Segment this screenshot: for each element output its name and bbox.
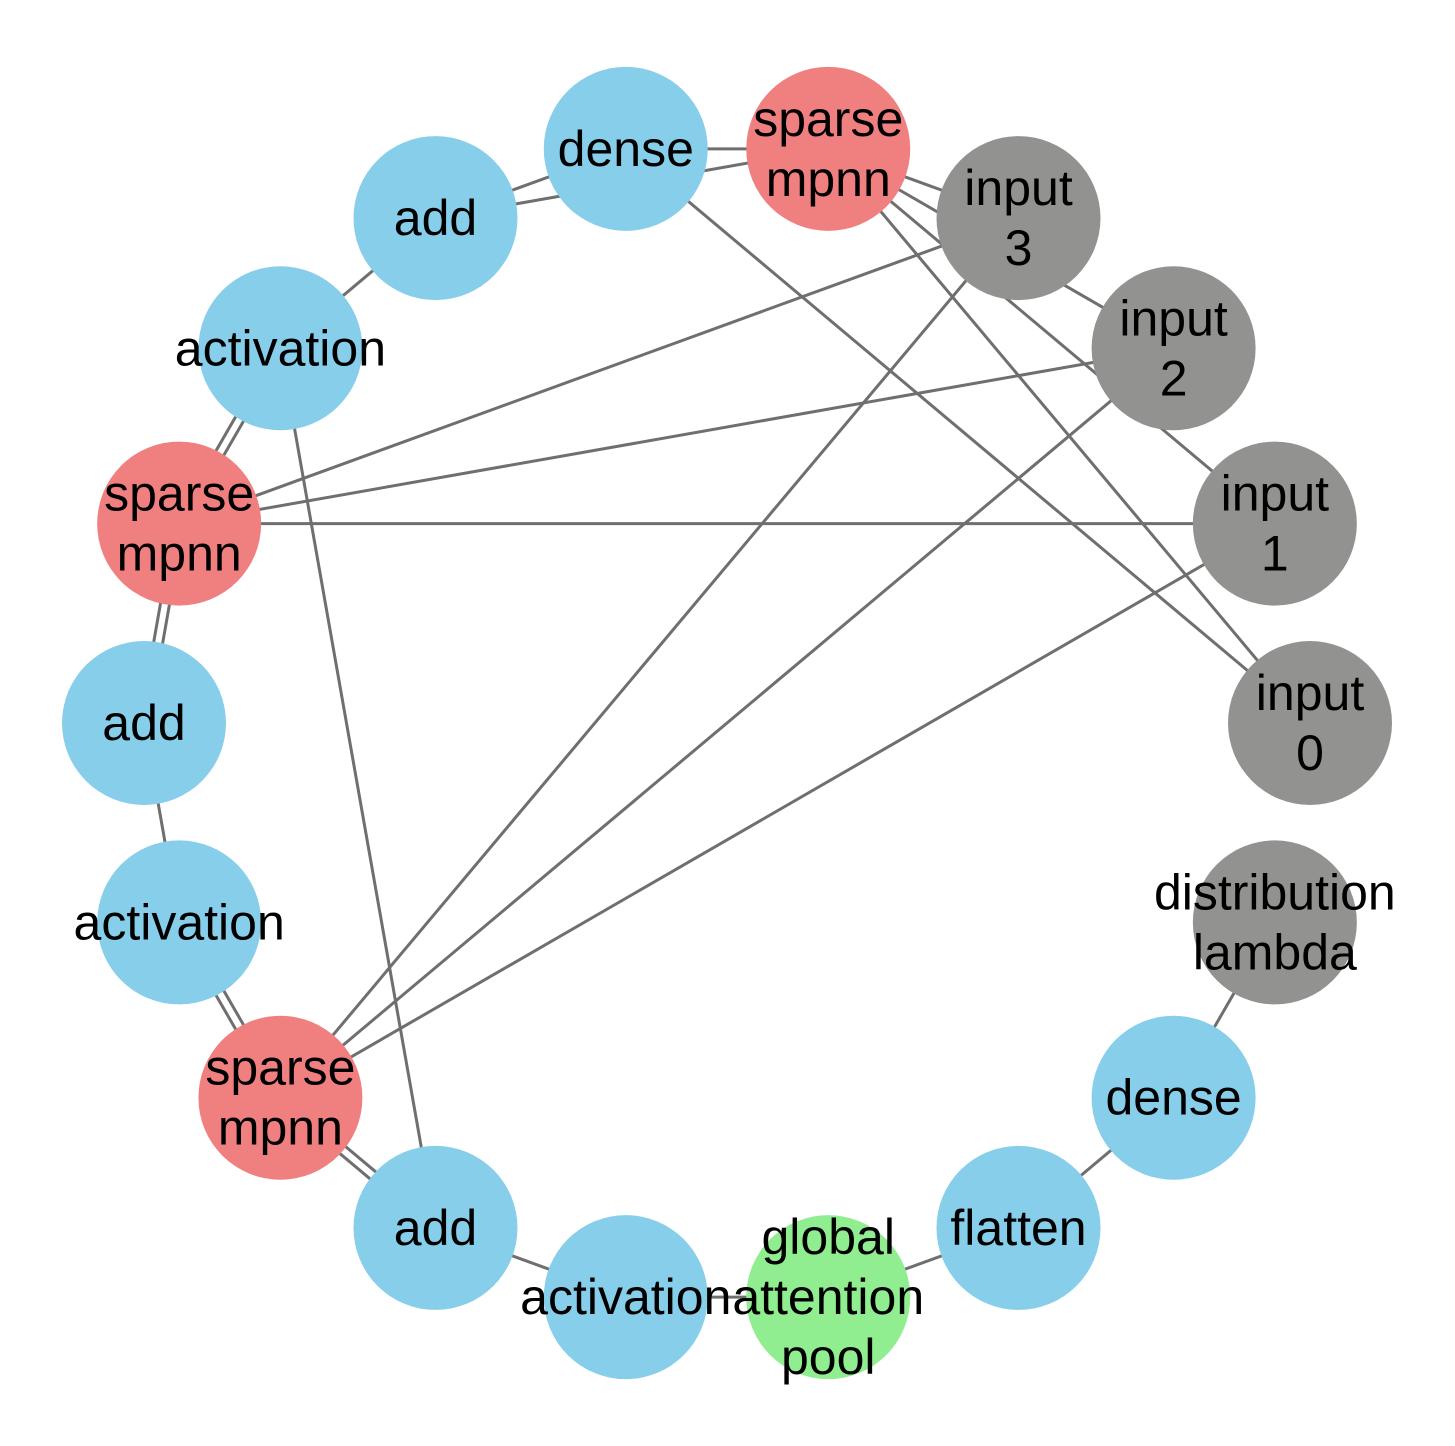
- node-label: add: [102, 695, 185, 751]
- node-label-line: input: [1221, 466, 1330, 522]
- node-label-line: sparse: [205, 1040, 355, 1096]
- node-distribution-lambda: distribution lambda: [1154, 840, 1396, 1005]
- node-flatten: flatten: [936, 1145, 1101, 1310]
- node-input-2: input 2: [1091, 266, 1256, 431]
- node-label: input 2: [1119, 290, 1228, 406]
- node-sparse-mpnn-3: sparse mpnn: [198, 1015, 363, 1180]
- edge-input_1-sparse_mpnn_1: [826, 147, 1277, 526]
- node-circle: [198, 266, 363, 431]
- node-circle: [1091, 266, 1256, 431]
- node-label-line: add: [102, 695, 185, 751]
- node-add-1: add: [353, 136, 518, 301]
- node-label: sparse mpnn: [753, 91, 903, 207]
- node-label-line: 3: [1005, 220, 1033, 276]
- node-label-line: lambda: [1193, 924, 1357, 980]
- node-label: activation: [175, 320, 386, 376]
- node-label-line: input: [1256, 665, 1365, 721]
- node-label: input 0: [1256, 665, 1365, 781]
- node-label: dense: [558, 121, 694, 177]
- node-label: global attention pool: [732, 1209, 924, 1385]
- edge-input_1-sparse_mpnn_3: [278, 522, 1277, 1100]
- node-label-line: 0: [1296, 725, 1324, 781]
- node-activation-3: activation: [520, 1215, 731, 1380]
- edge-input_3-sparse_mpnn_2: [177, 216, 1020, 526]
- node-label-line: mpnn: [766, 151, 891, 207]
- edge-input_3-sparse_mpnn_3: [278, 216, 1020, 1100]
- node-circle: [353, 1145, 518, 1310]
- node-circle: [746, 66, 911, 231]
- node-label-line: pool: [781, 1329, 876, 1385]
- node-circle: [62, 641, 226, 805]
- node-dense-2: dense: [1091, 1015, 1256, 1180]
- node-label-line: dense: [1105, 1070, 1241, 1126]
- node-circle: [97, 840, 262, 1005]
- node-label-line: global: [762, 1209, 895, 1265]
- node-circle: [198, 1015, 363, 1180]
- node-activation-1: activation: [175, 266, 386, 431]
- node-label-line: sparse: [753, 91, 903, 147]
- node-label-line: mpnn: [117, 526, 242, 582]
- node-circle: [746, 1215, 911, 1380]
- edge-input_2-sparse_mpnn_2: [177, 346, 1176, 526]
- node-input-3: input 3: [936, 136, 1101, 301]
- node-global-attention-pool: global attention pool: [732, 1209, 924, 1385]
- node-label: sparse mpnn: [104, 466, 254, 582]
- node-circle: [1228, 641, 1392, 805]
- node-activation-2: activation: [74, 840, 285, 1005]
- node-label: distribution lambda: [1154, 864, 1396, 980]
- node-label-line: mpnn: [218, 1100, 343, 1156]
- node-input-0: input 0: [1228, 641, 1392, 805]
- node-sparse-mpnn-1: sparse mpnn: [746, 66, 911, 231]
- node-label-line: add: [394, 190, 477, 246]
- node-label-line: distribution: [1154, 864, 1396, 920]
- node-circle: [936, 1145, 1101, 1310]
- node-circle: [1192, 840, 1357, 1005]
- node-label: input 3: [964, 160, 1073, 276]
- node-label: activation: [74, 894, 285, 950]
- node-input-1: input 1: [1192, 441, 1357, 606]
- node-label-line: input: [1119, 290, 1228, 346]
- node-label-line: flatten: [950, 1200, 1086, 1256]
- edge-activation_1-add_3: [278, 346, 437, 1230]
- node-label: input 1: [1221, 466, 1330, 582]
- node-label-line: add: [394, 1200, 477, 1256]
- node-label-line: sparse: [104, 466, 254, 522]
- node-circle: [97, 441, 262, 606]
- node-label: sparse mpnn: [205, 1040, 355, 1156]
- node-label-line: attention: [732, 1269, 924, 1325]
- node-label-line: 1: [1261, 526, 1289, 582]
- node-label-line: activation: [175, 320, 386, 376]
- node-label: flatten: [950, 1200, 1086, 1256]
- node-label-line: activation: [520, 1269, 731, 1325]
- edge-input_2-sparse_mpnn_3: [278, 346, 1176, 1100]
- node-label-line: input: [964, 160, 1073, 216]
- node-dense-1: dense: [543, 66, 708, 231]
- node-circle: [936, 136, 1101, 301]
- node-circle: [543, 66, 708, 231]
- node-label: add: [394, 190, 477, 246]
- node-label: dense: [1105, 1070, 1241, 1126]
- node-label: add: [394, 1200, 477, 1256]
- node-label-line: dense: [558, 121, 694, 177]
- node-sparse-mpnn-2: sparse mpnn: [97, 441, 262, 606]
- edge-input_0-dense_1: [624, 147, 1312, 725]
- node-circle: [1091, 1015, 1256, 1180]
- node-add-3: add: [353, 1145, 518, 1310]
- node-label: activation: [520, 1269, 731, 1325]
- node-circle: [543, 1215, 708, 1380]
- node-circle: [353, 136, 518, 301]
- node-label-line: activation: [74, 894, 285, 950]
- node-label-line: 2: [1160, 350, 1188, 406]
- node-add-2: add: [62, 641, 226, 805]
- node-circle: [1192, 441, 1357, 606]
